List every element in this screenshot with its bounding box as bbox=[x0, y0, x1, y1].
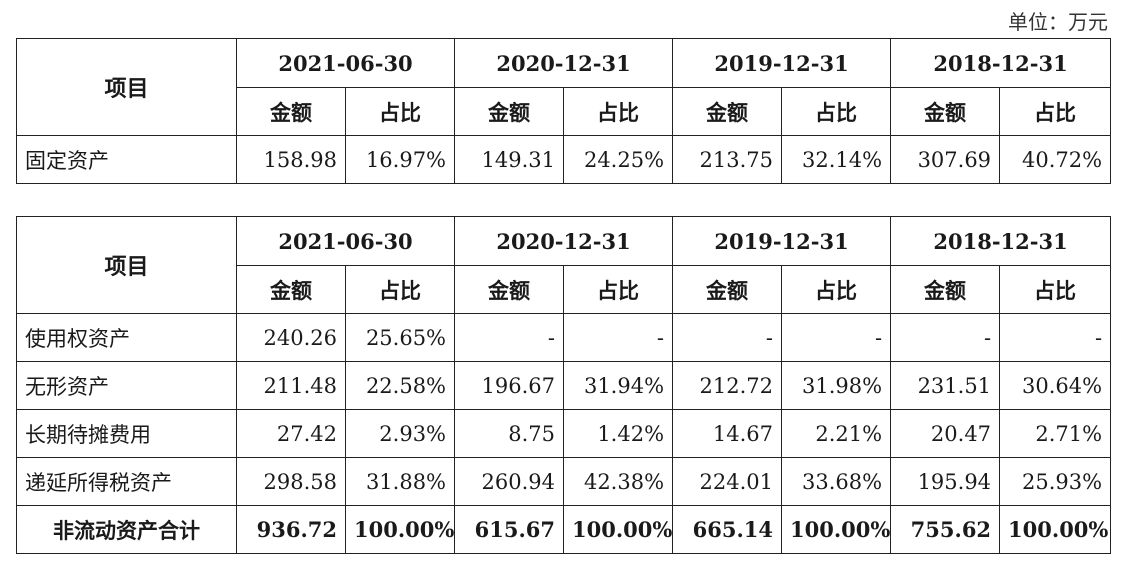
cell-value: 40.72% bbox=[999, 135, 1112, 184]
cell-value: 2.71% bbox=[999, 409, 1112, 458]
unit-label: 单位：万元 bbox=[1008, 10, 1108, 34]
ratio-header: 占比 bbox=[999, 265, 1112, 314]
cell-value: 240.26 bbox=[236, 313, 346, 362]
amount-header: 金额 bbox=[890, 87, 1001, 136]
table-row: 固定资产 158.98 16.97% 149.31 24.25% 213.75 … bbox=[16, 135, 1112, 184]
cell-value: 27.42 bbox=[236, 409, 346, 458]
header-row-periods: 项目 2021-06-30 2020-12-31 2019-12-31 2018… bbox=[16, 38, 1112, 136]
amount-header: 金额 bbox=[672, 87, 783, 136]
cell-value: - bbox=[781, 313, 892, 362]
total-value: 100.00% bbox=[563, 505, 674, 554]
cell-value: 2.21% bbox=[781, 409, 892, 458]
amount-header: 金额 bbox=[672, 265, 783, 314]
cell-value: 196.67 bbox=[454, 361, 565, 410]
cell-value: 33.68% bbox=[781, 457, 892, 506]
cell-value: 8.75 bbox=[454, 409, 565, 458]
total-value: 100.00% bbox=[344, 505, 456, 554]
cell-value: 24.25% bbox=[563, 135, 674, 184]
table-row: 使用权资产 240.26 25.65% - - - - - - bbox=[16, 313, 1112, 362]
cell-value: 195.94 bbox=[890, 457, 1001, 506]
header-row-metrics: 金额 占比 金额 占比 金额 占比 金额 占比 bbox=[17, 265, 1112, 314]
cell-value: 25.65% bbox=[344, 313, 456, 362]
header-row-periods: 项目 2021-06-30 2020-12-31 2019-12-31 2018… bbox=[16, 216, 1112, 314]
cell-value: 42.38% bbox=[563, 457, 674, 506]
row-label: 递延所得税资产 bbox=[16, 457, 237, 506]
ratio-header: 占比 bbox=[344, 265, 456, 314]
cell-value: 31.94% bbox=[563, 361, 674, 410]
cell-value: 231.51 bbox=[890, 361, 1001, 410]
cell-value: 211.48 bbox=[236, 361, 346, 410]
ratio-header: 占比 bbox=[563, 87, 674, 136]
amount-header: 金额 bbox=[454, 265, 565, 314]
period-header: 2020-12-31 bbox=[454, 216, 674, 266]
cell-value: 158.98 bbox=[236, 135, 346, 184]
non-current-assets-table: 项目 2021-06-30 2020-12-31 2019-12-31 2018… bbox=[16, 216, 1112, 554]
ratio-header: 占比 bbox=[781, 87, 892, 136]
cell-value: 298.58 bbox=[236, 457, 346, 506]
amount-header: 金额 bbox=[236, 87, 346, 136]
ratio-header: 占比 bbox=[999, 87, 1112, 136]
cell-value: 16.97% bbox=[344, 135, 456, 184]
period-header: 2019-12-31 bbox=[672, 216, 892, 266]
period-header: 2018-12-31 bbox=[890, 216, 1112, 266]
cell-value: - bbox=[890, 313, 1001, 362]
total-value: 100.00% bbox=[999, 505, 1112, 554]
table-row: 无形资产 211.48 22.58% 196.67 31.94% 212.72 … bbox=[16, 361, 1112, 410]
cell-value: 32.14% bbox=[781, 135, 892, 184]
cell-value: 307.69 bbox=[890, 135, 1001, 184]
fixed-assets-table: 项目 2021-06-30 2020-12-31 2019-12-31 2018… bbox=[16, 38, 1112, 184]
cell-value: - bbox=[999, 313, 1112, 362]
row-label: 使用权资产 bbox=[16, 313, 237, 362]
row-label: 长期待摊费用 bbox=[16, 409, 237, 458]
cell-value: 25.93% bbox=[999, 457, 1112, 506]
cell-value: 22.58% bbox=[344, 361, 456, 410]
cell-value: 31.98% bbox=[781, 361, 892, 410]
item-header: 项目 bbox=[16, 38, 237, 136]
total-value: 665.14 bbox=[672, 505, 783, 554]
row-label: 固定资产 bbox=[16, 135, 237, 184]
cell-value: 2.93% bbox=[344, 409, 456, 458]
cell-value: - bbox=[454, 313, 565, 362]
total-label: 非流动资产合计 bbox=[16, 505, 237, 554]
cell-value: 30.64% bbox=[999, 361, 1112, 410]
cell-value: 14.67 bbox=[672, 409, 783, 458]
period-header: 2020-12-31 bbox=[454, 38, 674, 88]
cell-value: - bbox=[563, 313, 674, 362]
cell-value: 224.01 bbox=[672, 457, 783, 506]
ratio-header: 占比 bbox=[344, 87, 456, 136]
total-value: 100.00% bbox=[781, 505, 892, 554]
table-row: 递延所得税资产 298.58 31.88% 260.94 42.38% 224.… bbox=[16, 457, 1112, 506]
total-value: 615.67 bbox=[454, 505, 565, 554]
item-header: 项目 bbox=[16, 216, 237, 314]
total-value: 755.62 bbox=[890, 505, 1001, 554]
cell-value: 212.72 bbox=[672, 361, 783, 410]
amount-header: 金额 bbox=[236, 265, 346, 314]
period-header: 2018-12-31 bbox=[890, 38, 1112, 88]
amount-header: 金额 bbox=[890, 265, 1001, 314]
cell-value: - bbox=[672, 313, 783, 362]
cell-value: 149.31 bbox=[454, 135, 565, 184]
cell-value: 213.75 bbox=[672, 135, 783, 184]
cell-value: 20.47 bbox=[890, 409, 1001, 458]
total-value: 936.72 bbox=[236, 505, 346, 554]
table-row: 长期待摊费用 27.42 2.93% 8.75 1.42% 14.67 2.21… bbox=[16, 409, 1112, 458]
cell-value: 1.42% bbox=[563, 409, 674, 458]
cell-value: 260.94 bbox=[454, 457, 565, 506]
amount-header: 金额 bbox=[454, 87, 565, 136]
total-row: 非流动资产合计 936.72 100.00% 615.67 100.00% 66… bbox=[16, 505, 1112, 554]
row-label: 无形资产 bbox=[16, 361, 237, 410]
period-header: 2021-06-30 bbox=[235, 216, 456, 266]
cell-value: 31.88% bbox=[344, 457, 456, 506]
period-header: 2021-06-30 bbox=[235, 38, 456, 88]
ratio-header: 占比 bbox=[563, 265, 674, 314]
ratio-header: 占比 bbox=[781, 265, 892, 314]
period-header: 2019-12-31 bbox=[672, 38, 892, 88]
